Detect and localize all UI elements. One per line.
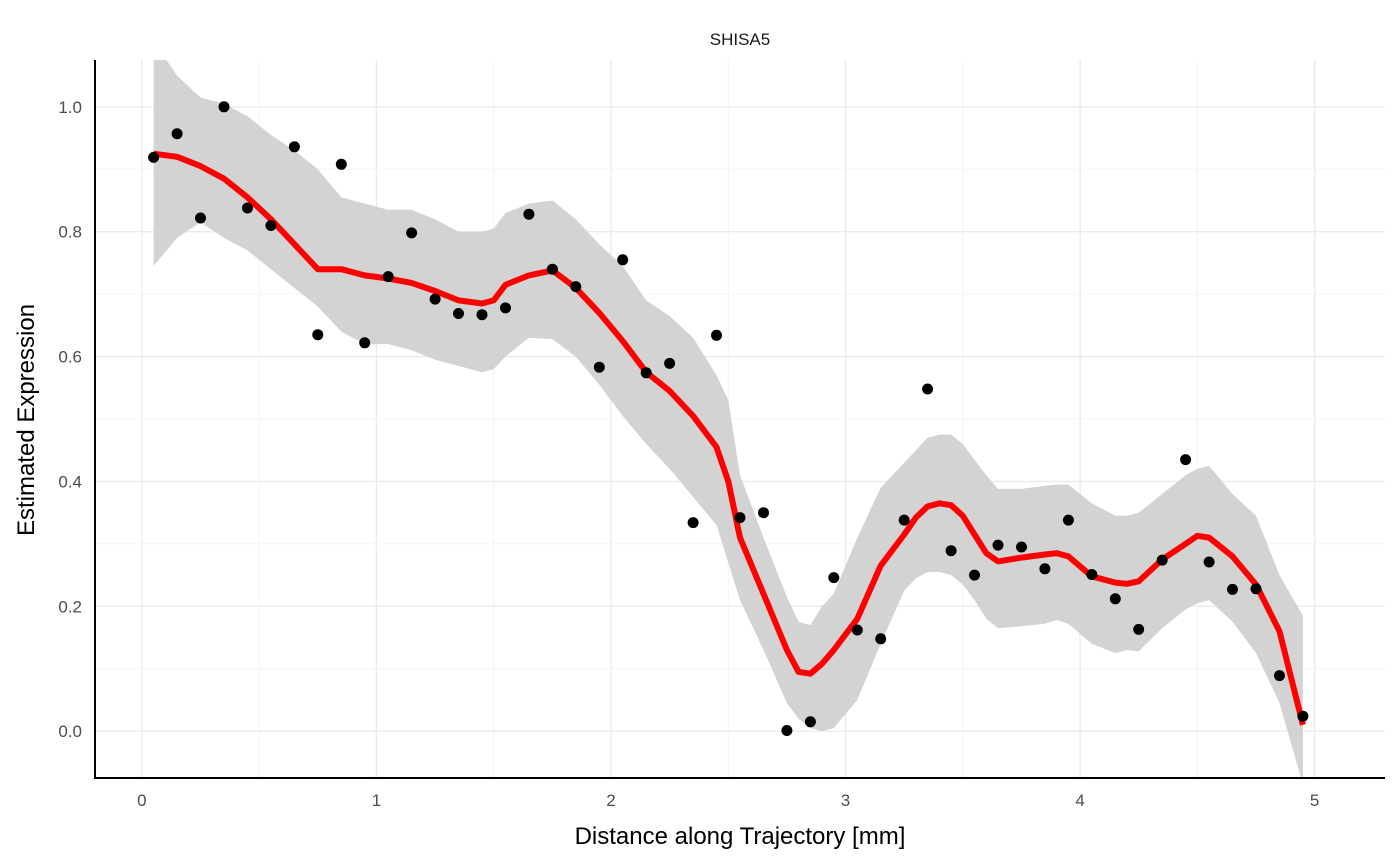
data-point [382, 271, 394, 283]
data-point [312, 329, 324, 341]
data-point [195, 212, 206, 224]
data-point [1227, 583, 1238, 595]
data-point [476, 309, 488, 321]
data-point [1086, 569, 1098, 580]
data-point [851, 624, 863, 636]
data-point [1297, 710, 1309, 722]
facet-title: SHISA5 [710, 30, 770, 49]
x-axis-title: Distance along Trajectory [mm] [575, 823, 906, 850]
data-point [335, 158, 347, 170]
y-tick-label: 0.4 [58, 472, 82, 491]
data-point [1109, 593, 1121, 605]
data-point [429, 293, 441, 305]
confidence-band [153, 60, 1303, 778]
data-point [875, 633, 887, 645]
x-tick-label: 0 [137, 791, 146, 810]
data-point [992, 539, 1004, 551]
x-tick-label: 2 [606, 791, 615, 810]
data-point [711, 329, 722, 341]
x-tick-label: 1 [372, 791, 381, 810]
data-point [1180, 454, 1192, 466]
data-points-layer [148, 101, 1309, 736]
data-point [1039, 563, 1051, 575]
data-point [828, 572, 840, 584]
y-tick-label: 0.0 [58, 722, 82, 741]
y-tick-label: 0.6 [58, 348, 82, 367]
y-tick-labels: 0.0 0.2 0.4 0.6 0.8 1.0 [58, 98, 82, 741]
x-tick-label: 3 [841, 791, 850, 810]
data-point [1250, 583, 1262, 595]
data-point [781, 725, 793, 736]
data-point [1203, 556, 1215, 568]
data-point [734, 512, 746, 524]
data-point [593, 361, 605, 373]
x-tick-label: 4 [1075, 791, 1084, 810]
data-point [359, 337, 371, 349]
data-point [969, 569, 980, 581]
data-point [898, 514, 910, 526]
data-point [687, 517, 699, 529]
data-point [640, 367, 652, 379]
y-axis-title: Estimated Expression [13, 304, 40, 536]
data-point [1274, 670, 1285, 682]
confidence-band-layer [153, 60, 1303, 778]
x-tick-label: 5 [1310, 791, 1319, 810]
data-point [804, 716, 816, 728]
data-point [171, 128, 183, 140]
data-point [758, 507, 769, 519]
x-tick-labels: 0 1 2 3 4 5 [137, 791, 1319, 810]
data-point [453, 308, 464, 319]
data-point [1016, 541, 1027, 553]
data-point [500, 302, 511, 314]
data-point [218, 101, 230, 113]
data-point [1133, 623, 1145, 635]
y-tick-label: 1.0 [58, 98, 82, 117]
data-point [945, 545, 957, 557]
data-point [406, 227, 418, 239]
data-point [617, 254, 629, 266]
data-point [1156, 554, 1168, 566]
data-point [664, 357, 676, 369]
data-point [570, 281, 582, 293]
data-point [148, 151, 160, 163]
data-point [922, 383, 934, 395]
data-point [288, 141, 300, 153]
data-point [523, 208, 535, 220]
data-point [242, 202, 253, 214]
data-point [546, 263, 558, 275]
data-point [1062, 514, 1074, 526]
data-point [265, 220, 277, 231]
y-tick-label: 0.2 [58, 597, 82, 616]
y-tick-label: 0.8 [58, 223, 82, 242]
